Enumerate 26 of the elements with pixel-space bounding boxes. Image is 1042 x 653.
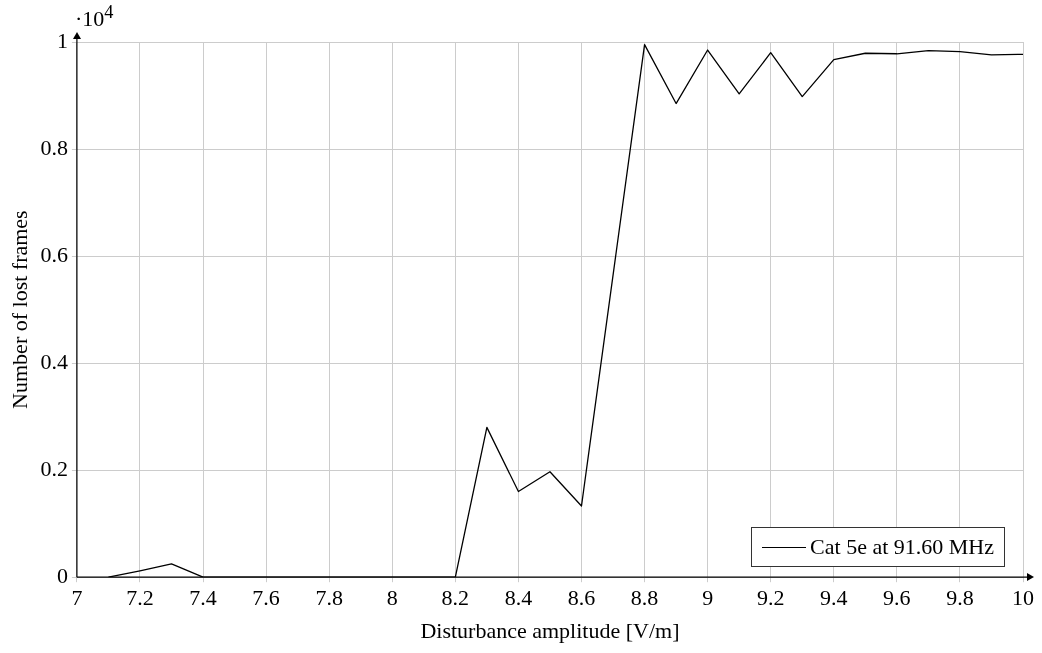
y-tick-label: 0.2	[40, 455, 68, 481]
y-axis-title: Number of lost frames	[6, 210, 32, 409]
y-tick-label: 0.8	[40, 134, 68, 160]
y-tick-label: 1	[56, 27, 68, 53]
x-tick-label: 9.6	[883, 585, 911, 611]
y-tick-label: 0.6	[40, 241, 68, 267]
x-tick-label: 7.8	[315, 585, 343, 611]
x-tick-label: 7	[71, 585, 83, 611]
x-tick-label: 9	[702, 585, 714, 611]
x-tick-label: 7.6	[252, 585, 280, 611]
y-tick-label: 0.4	[40, 348, 68, 374]
x-tick-label: 8.4	[504, 585, 533, 611]
x-tick-label: 10	[1012, 585, 1034, 611]
x-tick-label: 7.2	[126, 585, 154, 611]
y-tick-label: 0	[56, 562, 68, 588]
x-tick-label: 8	[386, 585, 398, 611]
text: ·10$^{4}$	[74, 2, 114, 33]
x-tick-label: 8.2	[441, 585, 470, 611]
x-tick-label: 9.4	[820, 585, 848, 611]
x-tick-label: 7.4	[189, 585, 217, 611]
legend-label: Cat 5e at 91.60 MHz	[810, 534, 994, 561]
x-tick-label: 8.8	[630, 585, 659, 611]
x-tick-label: 8.6	[567, 585, 596, 611]
x-tick-label: 9.2	[756, 585, 785, 611]
x-axis-title: Disturbance amplitude [V/m]	[420, 617, 680, 643]
x-tick-label: 9.8	[946, 585, 974, 611]
